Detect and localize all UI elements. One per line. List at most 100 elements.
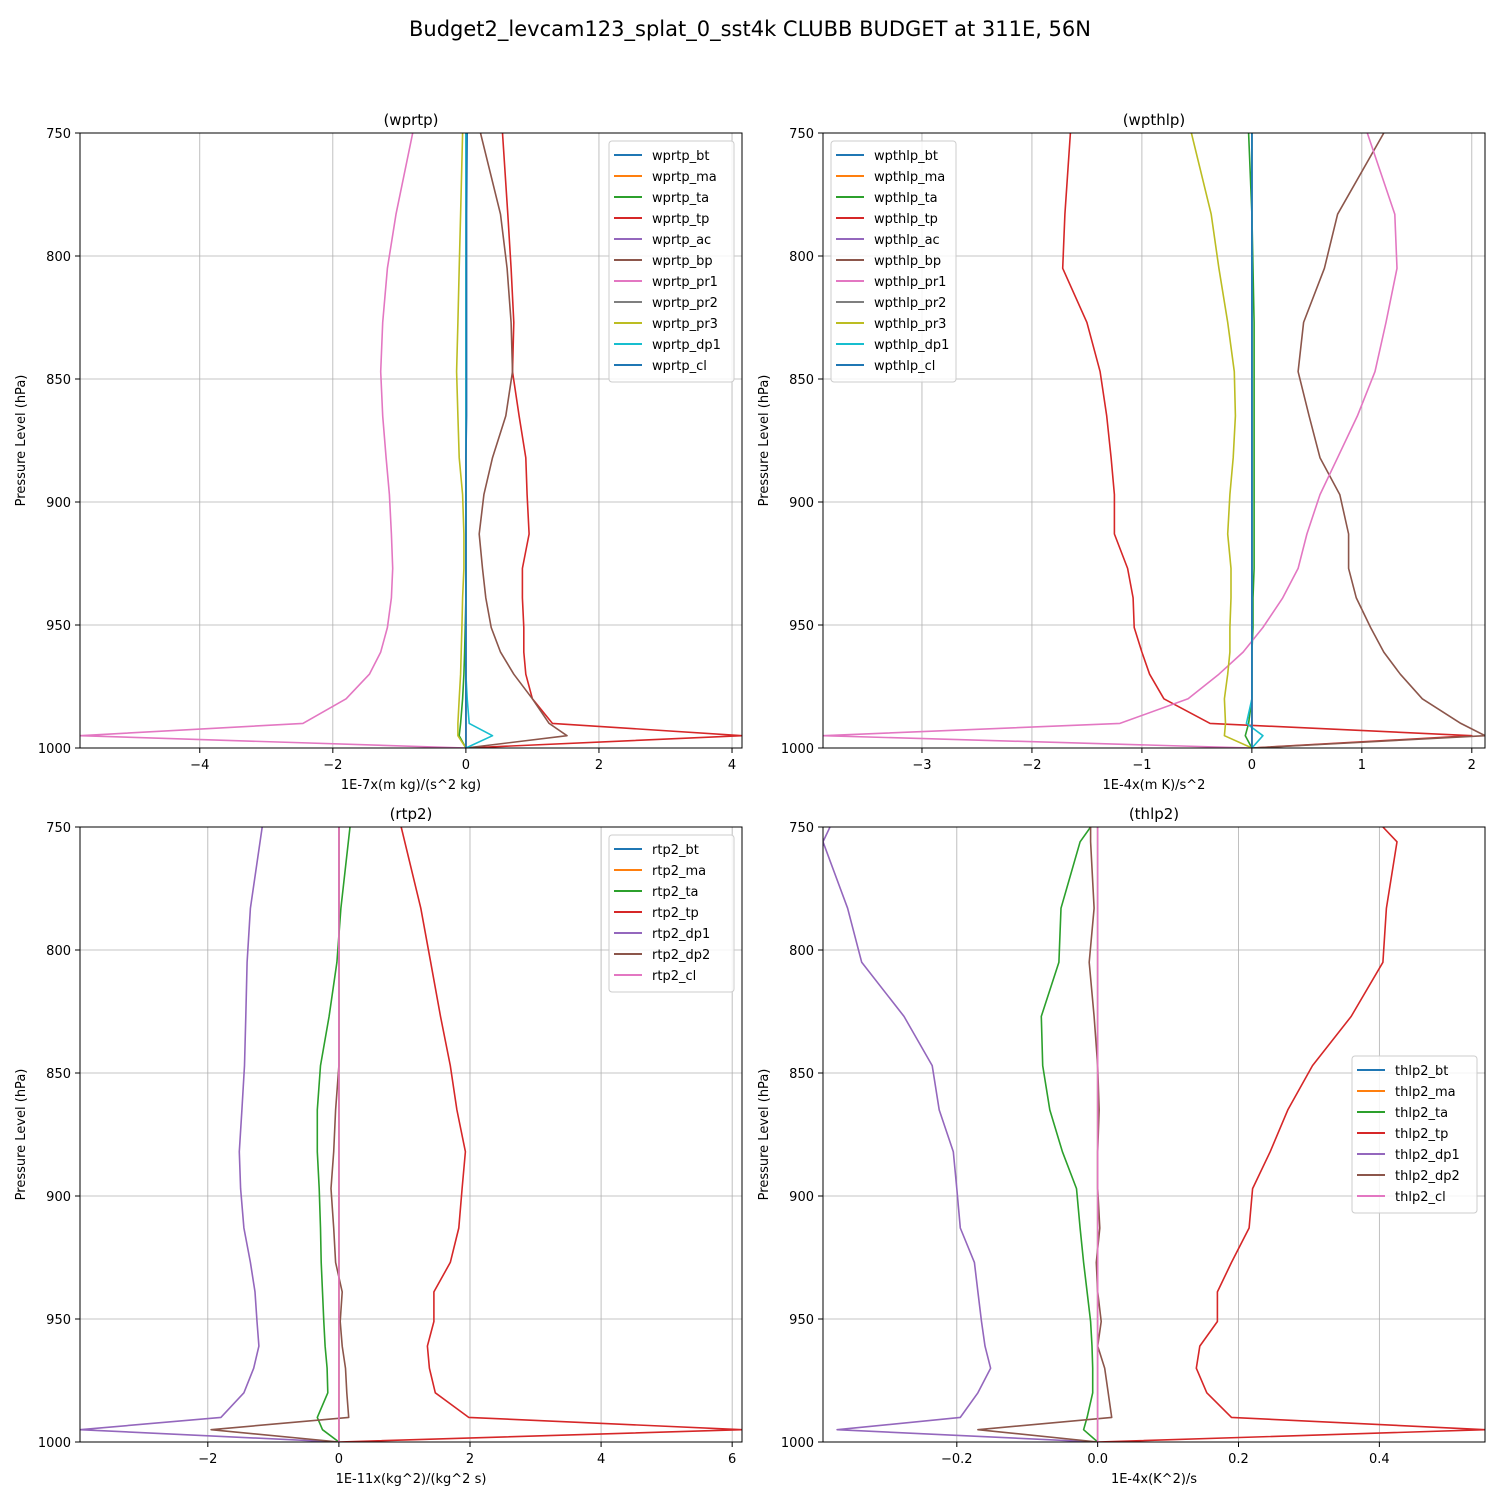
y-tick-label: 850 [46,1067,71,1082]
x-axis-label: 1E-4x(m K)/s^2 [1103,778,1206,793]
legend-box [608,834,735,993]
y-tick-label: 800 [46,250,71,265]
x-tick-label: −2 [323,758,342,773]
y-tick-label: 900 [789,1190,814,1205]
legend-entry: thlp2_tp [1395,1127,1448,1142]
series-line-wpthlp_tp [1061,133,1473,748]
legend-entry: wpthlp_ac [874,233,940,248]
x-tick-label: 2 [466,1452,474,1467]
axes-frame [79,826,743,1443]
y-tick-label: 950 [789,619,814,634]
legend-entry: wpthlp_dp1 [874,338,949,353]
y-tick-label: 1000 [781,742,814,757]
y-tick-label: 800 [46,944,71,959]
y-axis-label: Pressure Level (hPa) [14,375,29,507]
legend-entry: thlp2_ma [1395,1085,1456,1100]
series-line-wpthlp_bp [1251,133,1485,748]
y-tick-label: 850 [46,373,71,388]
series-line-thlp2_tp [1097,827,1485,1442]
series-line-rtp2_dp1 [80,827,339,1442]
series-lines [823,133,1485,748]
x-tick-label: −0.2 [941,1452,973,1467]
y-tick-label: 750 [46,821,71,836]
legend-entry: wprtp_pr1 [652,275,718,290]
chart-title: (thlp2) [1129,805,1179,823]
legend: wprtp_bt wprtp_ma wprtp_ta wprtp_tp wprtp_ac… [608,140,735,383]
x-tick-label: 2 [595,758,603,773]
x-tick-label: 0 [462,758,470,773]
series-line-wprtp_bp [465,133,568,748]
legend-entry: wpthlp_ma [874,170,945,185]
legend-box [830,140,957,383]
legend-entry: wpthlp_bt [874,149,938,164]
x-tick-label: 2 [1468,758,1476,773]
x-tick-label: 0.0 [1087,1452,1108,1467]
legend-entry: rtp2_dp1 [652,927,710,942]
y-tick-label: 750 [46,127,71,142]
axes-frame [822,132,1486,749]
y-tick-label: 800 [789,944,814,959]
y-tick-label: 800 [789,250,814,265]
legend-entry: wprtp_ma [652,170,717,185]
y-axis-label: Pressure Level (hPa) [14,1069,29,1201]
x-tick-label: 6 [728,1452,736,1467]
series-line-rtp2_ta [316,827,351,1442]
legend-entry: wprtp_cl [652,359,707,374]
x-tick-label: 0 [335,1452,343,1467]
series-line-thlp2_dp1 [823,827,1098,1442]
legend-entry: wpthlp_tp [874,212,938,227]
chart-title: (wprtp) [383,111,438,129]
panel-thlp2: −0.2 0.0 0.2 0.4 750 800 850 900 950 1000 (thlp2) 1… [757,805,1486,1487]
legend-entry: wprtp_ta [652,191,709,206]
legend-entry: wpthlp_bp [874,254,941,269]
legend-entry: wprtp_tp [652,212,709,227]
chart-title: (wpthlp) [1123,111,1186,129]
panel-wpthlp: −3 −2 −1 0 1 2 750 800 850 900 950 1000 (wpthlp) 1E-4… [757,111,1486,793]
legend-entry: rtp2_tp [652,906,699,921]
legend-entry: wprtp_pr2 [652,296,718,311]
legend-entry: rtp2_bt [652,843,699,858]
legend-entry: wprtp_pr3 [652,317,718,332]
legend-entry: wprtp_bt [652,149,709,164]
x-tick-label: −2 [198,1452,217,1467]
legend-entry: thlp2_dp2 [1395,1169,1460,1184]
series-line-thlp2_dp2 [977,827,1113,1442]
legend-entry: rtp2_ta [652,885,699,900]
y-axis-label: Pressure Level (hPa) [757,1069,772,1201]
chart-title: (rtp2) [390,805,433,823]
legend-entry: rtp2_ma [652,864,706,879]
legend-entry: thlp2_dp1 [1395,1148,1460,1163]
y-tick-label: 900 [46,1190,71,1205]
legend: wpthlp_bt wpthlp_ma wpthlp_ta wpthlp_tpwpth… [830,140,957,383]
legend: rtp2_bt rtp2_ma rtp2_ta rtp2_tp rtp2_dp1 rtp2… [608,834,735,993]
legend-entry: rtp2_cl [652,969,696,984]
legend-entry: rtp2_dp2 [652,948,710,963]
legend-box [1351,1055,1478,1214]
panel-rtp2: −2 0 2 4 6 750 800 850 900 950 1000 (rtp2) 1E-11x(kg… [14,805,743,1487]
x-tick-label: 0.2 [1228,1452,1249,1467]
x-tick-label: −4 [190,758,209,773]
y-tick-label: 1000 [781,1436,814,1451]
axes-frame [79,132,743,749]
series-line-wprtp_pr1 [80,133,466,748]
series-line-wprtp_cl [465,133,468,748]
series-lines [823,827,1485,1442]
legend: thlp2_bt thlp2_ma thlp2_ta thlp2_tp thlp2_dp… [1351,1055,1478,1214]
y-tick-label: 750 [789,821,814,836]
x-axis-label: 1E-11x(kg^2)/(kg^2 s) [336,1472,487,1487]
x-axis-label: 1E-7x(m kg)/(s^2 kg) [341,778,481,793]
series-line-wpthlp_pr1 [823,133,1398,748]
x-tick-label: −2 [1022,758,1041,773]
y-tick-label: 1000 [38,742,71,757]
figure-suptitle: Budget2_levcam123_splat_0_sst4k CLUBB BU… [409,17,1091,42]
series-line-rtp2_tp [338,827,742,1442]
y-tick-label: 900 [46,496,71,511]
axes-frame [822,826,1486,1443]
y-tick-label: 950 [789,1313,814,1328]
y-tick-label: 850 [789,1067,814,1082]
legend-entry: thlp2_cl [1395,1190,1446,1205]
x-tick-label: 4 [597,1452,605,1467]
panel-wprtp: −4 −2 0 2 4 750 800 850 900 950 1000 (wprtp) 1E-7x(m… [14,111,743,793]
legend-entry: thlp2_bt [1395,1064,1448,1079]
series-line-thlp2_ta [1040,827,1099,1442]
